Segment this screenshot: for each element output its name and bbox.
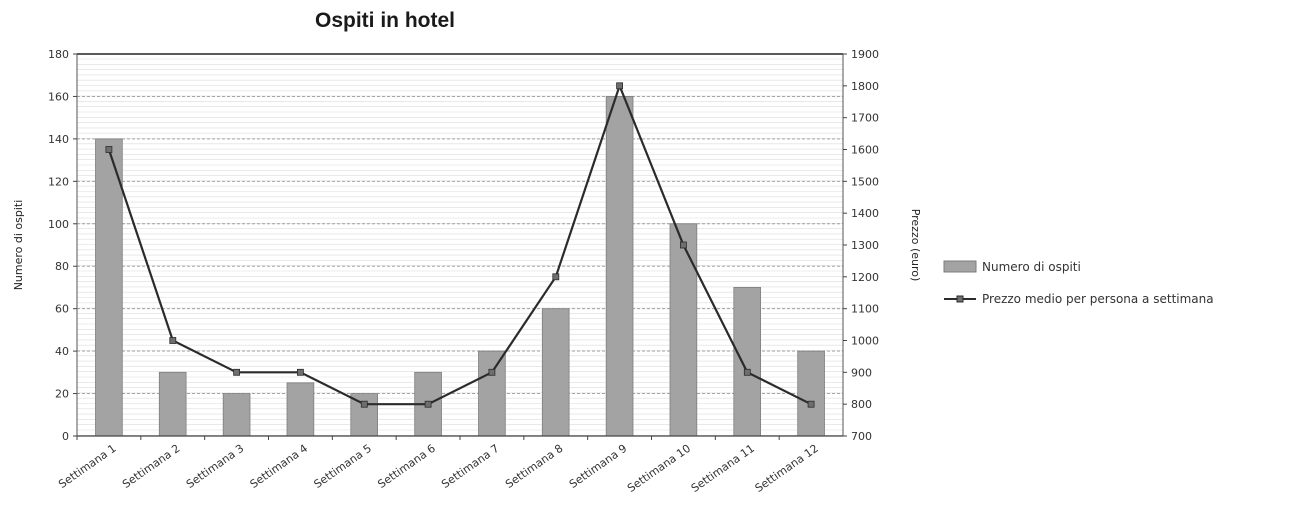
y-tick-label: 20: [55, 388, 69, 401]
gridlines: [77, 53, 843, 437]
y2-tick-label: 700: [851, 430, 872, 443]
x-tick-label: Settimana 7: [439, 442, 501, 491]
legend-label-line: Prezzo medio per persona a settimana: [982, 292, 1214, 306]
line-point: [169, 337, 177, 344]
y2-axis-ticks: 700 800 900 1000 1100 1200 1300 1400 1500 1600 170…: [843, 48, 879, 443]
x-tick-label: Settimana 12: [753, 442, 821, 495]
price-line: [107, 82, 812, 406]
x-tick-label: Settimana 8: [503, 442, 565, 491]
y-tick-label: 40: [55, 345, 69, 358]
bar: [797, 350, 825, 437]
line-point: [105, 146, 113, 153]
y2-axis-title: Prezzo (euro): [909, 209, 922, 282]
line-point: [233, 368, 241, 376]
y-tick-label: 80: [55, 260, 69, 273]
y-tick-label: 180: [48, 48, 69, 61]
chart-title: Ospiti in hotel: [315, 9, 455, 32]
y-axis-ticks: 0 20 40 60 80 100 120 140 160 180: [48, 48, 77, 443]
x-axis-ticks: Settimana 1 Settimana 2 Settimana 3 Settima…: [56, 436, 821, 495]
bar-series: [95, 96, 825, 437]
line-point: [807, 400, 815, 408]
line-series: [105, 82, 815, 408]
x-tick-label: Settimana 2: [120, 442, 182, 491]
line-point: [552, 273, 560, 281]
x-tick-label: Settimana 4: [248, 442, 310, 491]
y2-tick-label: 1900: [851, 48, 879, 61]
y2-tick-label: 1300: [851, 239, 879, 252]
x-tick-label: Settimana 1: [56, 442, 118, 491]
y-axis-title: Numero di ospiti: [12, 200, 25, 291]
line-point: [743, 368, 751, 376]
y-tick-label: 120: [48, 175, 69, 188]
bar: [541, 308, 570, 437]
bar: [669, 223, 698, 437]
x-tick-label: Settimana 9: [567, 442, 629, 491]
line-point: [296, 368, 304, 376]
bar: [95, 138, 123, 437]
y2-tick-label: 1500: [851, 175, 879, 188]
y-tick-label: 140: [48, 133, 69, 146]
legend-marker-line: [956, 295, 964, 303]
x-tick-label: Settimana 10: [625, 442, 693, 495]
bar: [478, 350, 506, 437]
x-tick-label: Settimana 5: [312, 442, 374, 491]
legend-swatch-bars: [943, 260, 977, 273]
x-tick-label: Settimana 11: [689, 442, 757, 495]
bar: [286, 382, 315, 437]
y2-tick-label: 1100: [851, 303, 879, 316]
bar: [158, 371, 187, 437]
bar: [733, 286, 761, 437]
y2-tick-label: 1700: [851, 112, 879, 125]
bar: [605, 96, 634, 437]
line-point: [616, 82, 623, 90]
line-point: [424, 400, 432, 408]
bar: [222, 393, 251, 437]
axes: [76, 53, 844, 437]
y2-tick-label: 1600: [851, 144, 879, 157]
y2-tick-label: 1000: [851, 335, 879, 348]
y2-tick-label: 800: [851, 398, 872, 411]
y2-tick-label: 1800: [851, 80, 879, 93]
y2-tick-label: 900: [851, 366, 872, 379]
y-tick-label: 160: [48, 90, 69, 103]
y2-tick-label: 1400: [851, 207, 879, 220]
y-tick-label: 0: [62, 430, 69, 443]
legend: Numero di ospiti Prezzo medio per person…: [943, 260, 1214, 306]
x-tick-label: Settimana 6: [375, 442, 437, 491]
line-point: [488, 368, 496, 376]
line-point: [680, 241, 687, 249]
y2-tick-label: 1200: [851, 271, 879, 284]
y-tick-label: 60: [55, 303, 69, 316]
x-tick-label: Settimana 3: [184, 442, 246, 491]
line-point: [360, 400, 368, 408]
y-tick-label: 100: [48, 218, 69, 231]
legend-label-bars: Numero di ospiti: [982, 260, 1081, 274]
